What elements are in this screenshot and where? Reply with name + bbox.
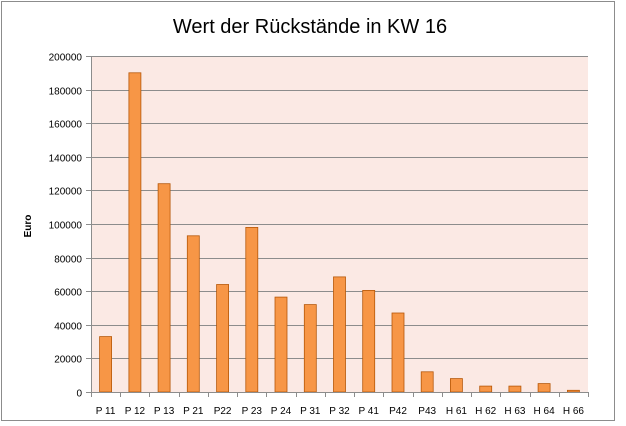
bar bbox=[420, 371, 434, 393]
bar bbox=[245, 226, 259, 393]
x-tick-label: P 24 bbox=[271, 406, 292, 417]
y-tick-label: 40000 bbox=[54, 322, 82, 333]
bar bbox=[567, 389, 580, 393]
y-tick-label: 140000 bbox=[49, 154, 83, 165]
x-tick-label: P 41 bbox=[359, 406, 380, 417]
bar bbox=[303, 304, 317, 393]
y-tick-label: 60000 bbox=[54, 288, 82, 299]
x-tick-label: P 12 bbox=[125, 406, 146, 417]
bar bbox=[479, 385, 493, 393]
x-tick-label: H 62 bbox=[475, 406, 497, 417]
x-tick-label: H 66 bbox=[563, 406, 585, 417]
bar bbox=[99, 336, 112, 393]
x-tick-label: P 31 bbox=[300, 406, 321, 417]
bar bbox=[391, 312, 405, 393]
x-tick-label: P22 bbox=[214, 406, 232, 417]
y-tick-label: 120000 bbox=[49, 187, 83, 198]
y-tick-labels: 0 20000 40000 60000 80000 100000 120000 140000 1… bbox=[49, 53, 83, 400]
y-tick-label: 100000 bbox=[49, 221, 83, 232]
chart-title: Wert der Rückstände in KW 16 bbox=[173, 16, 447, 38]
axes bbox=[91, 56, 589, 397]
bar bbox=[362, 289, 376, 393]
bar bbox=[186, 235, 200, 393]
x-tick-label: H 61 bbox=[446, 406, 468, 417]
x-tick-label: P 13 bbox=[154, 406, 175, 417]
x-tick-label: P 23 bbox=[242, 406, 263, 417]
bar bbox=[157, 183, 171, 393]
x-tick-label: H 64 bbox=[534, 406, 556, 417]
y-tick-label: 20000 bbox=[54, 355, 82, 366]
bar bbox=[128, 72, 142, 393]
bar bbox=[216, 284, 230, 393]
x-tick-label: P 32 bbox=[329, 406, 350, 417]
y-tick-label: 200000 bbox=[49, 53, 83, 64]
y-tick-label: 0 bbox=[76, 389, 82, 400]
x-tick-label: H 63 bbox=[504, 406, 526, 417]
x-tick-label: P 11 bbox=[96, 406, 116, 417]
y-axis-label: Euro bbox=[23, 215, 34, 238]
y-tick-label: 180000 bbox=[49, 87, 83, 98]
bar bbox=[333, 276, 346, 393]
bar bbox=[508, 385, 522, 393]
x-tick-label: P42 bbox=[389, 406, 407, 417]
x-tick-labels: P 11 P 12 P 13 P 21 P22 P 23 P 24 P 31 P 32 P 41 P… bbox=[96, 406, 585, 417]
x-tick-label: P 21 bbox=[183, 406, 204, 417]
bars bbox=[99, 72, 580, 393]
bar bbox=[274, 296, 288, 393]
bar bbox=[537, 383, 551, 393]
x-tick-label: P43 bbox=[418, 406, 436, 417]
y-tick-label: 160000 bbox=[49, 120, 83, 131]
y-tick-label: 80000 bbox=[54, 255, 82, 266]
bar bbox=[449, 378, 463, 393]
